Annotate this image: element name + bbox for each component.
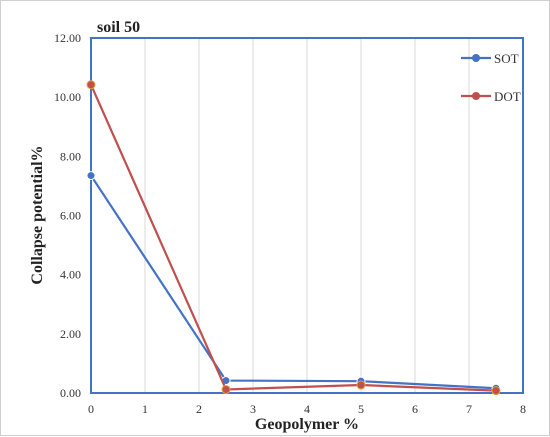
y-tick-label-1: 2.00 xyxy=(60,327,81,341)
x-tick-label-2: 2 xyxy=(196,402,202,416)
series-line-dot xyxy=(89,84,497,392)
y-tick-label-6: 12.00 xyxy=(54,31,81,45)
series-line-sot xyxy=(90,174,497,390)
plot-area-border xyxy=(90,37,524,394)
x-axis-label: Geopolymer % xyxy=(255,416,359,433)
x-axis-ticks: 0 1 2 3 4 5 6 7 8 xyxy=(88,402,526,416)
x-tick-label-7: 7 xyxy=(466,402,472,416)
y-tick-label-0: 0.00 xyxy=(60,386,81,400)
grid-lines xyxy=(144,38,470,393)
y-tick-label-3: 6.00 xyxy=(60,209,81,223)
y-axis-ticks: 0.00 2.00 4.00 6.00 8.00 10.00 12.00 xyxy=(54,31,81,400)
x-tick-label-6: 6 xyxy=(412,402,418,416)
legend-label-sot: SOT xyxy=(494,51,519,66)
data-point-dot-2 xyxy=(356,380,366,390)
y-tick-label-2: 4.00 xyxy=(60,268,81,282)
y-tick-label-4: 8.00 xyxy=(60,149,81,163)
x-tick-label-1: 1 xyxy=(142,402,148,416)
chart-title: soil 50 xyxy=(97,19,140,36)
data-point-sot-0 xyxy=(86,171,96,181)
x-tick-label-5: 5 xyxy=(358,402,364,416)
x-tick-label-4: 4 xyxy=(304,402,310,416)
data-point-dot-1 xyxy=(221,384,231,394)
x-tick-label-8: 8 xyxy=(520,402,526,416)
data-point-dot-3 xyxy=(491,386,501,396)
data-point-dot-0 xyxy=(86,80,96,90)
y-tick-label-5: 10.00 xyxy=(54,90,81,104)
x-tick-label-3: 3 xyxy=(250,402,256,416)
legend-marker-dot xyxy=(472,92,480,100)
legend-marker-sot xyxy=(472,54,480,62)
legend-label-dot: DOT xyxy=(494,89,521,104)
legend: SOT DOT xyxy=(461,51,521,104)
y-axis-label: Collapse potential% xyxy=(29,145,46,284)
x-tick-label-0: 0 xyxy=(88,402,94,416)
series-group xyxy=(86,80,501,396)
